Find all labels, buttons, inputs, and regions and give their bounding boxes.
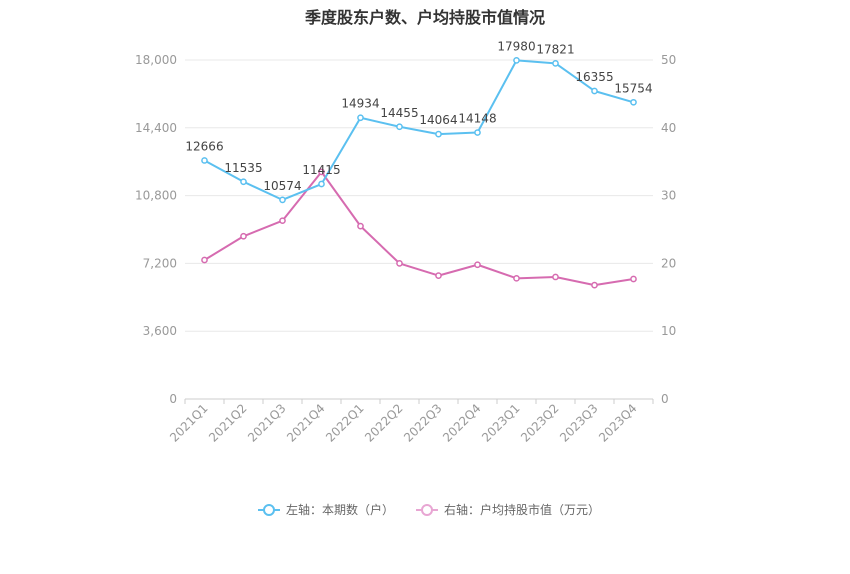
x-tick-label: 2022Q2 (362, 401, 406, 445)
data-label: 16355 (575, 70, 613, 84)
data-point[interactable] (630, 98, 637, 106)
data-label: 17821 (536, 42, 574, 56)
data-label: 15754 (614, 81, 652, 95)
data-point[interactable] (201, 256, 208, 264)
data-point[interactable] (435, 130, 442, 138)
data-point[interactable] (474, 129, 481, 136)
data-point[interactable] (396, 260, 403, 267)
y-right-tick-label: 50 (661, 53, 676, 67)
data-label: 14148 (458, 112, 496, 126)
data-point[interactable] (630, 275, 637, 283)
data-point[interactable] (279, 217, 286, 225)
data-point[interactable] (591, 281, 598, 289)
data-point[interactable] (435, 272, 442, 279)
data-point[interactable] (513, 274, 520, 282)
x-tick-label: 2023Q2 (518, 401, 562, 445)
data-point[interactable] (552, 273, 559, 281)
data-label: 14455 (380, 106, 418, 120)
x-tick-label: 2023Q3 (557, 401, 601, 445)
y-right-tick-label: 0 (661, 392, 669, 406)
legend-swatch-marker[interactable] (263, 504, 275, 516)
data-point[interactable] (318, 180, 325, 188)
x-tick-label: 2022Q4 (440, 401, 484, 445)
y-left-tick-label: 0 (169, 392, 177, 406)
data-label: 14934 (341, 97, 379, 111)
data-label: 14064 (419, 113, 457, 127)
data-point[interactable] (279, 196, 286, 204)
x-tick-label: 2022Q1 (323, 401, 367, 445)
y-left-tick-label: 10,800 (135, 189, 177, 203)
data-label: 10574 (263, 179, 301, 193)
data-label: 11535 (224, 161, 262, 175)
data-label: 12666 (185, 139, 223, 153)
x-tick-label: 2023Q4 (596, 401, 640, 445)
series-line (204, 59, 634, 201)
x-tick-label: 2023Q1 (479, 401, 523, 445)
y-left-tick-label: 18,000 (135, 53, 177, 67)
y-right-tick-label: 20 (661, 256, 676, 270)
x-tick-label: 2021Q4 (284, 401, 328, 445)
y-left-tick-label: 3,600 (143, 324, 177, 338)
data-point[interactable] (591, 87, 598, 95)
series-line (203, 170, 634, 287)
legend-swatch-marker[interactable] (421, 504, 433, 516)
y-left-tick-label: 14,400 (135, 121, 177, 135)
data-point[interactable] (240, 178, 247, 186)
x-tick-label: 2021Q1 (167, 401, 211, 445)
data-point[interactable] (357, 114, 364, 122)
x-tick-label: 2022Q3 (401, 401, 445, 445)
x-tick-label: 2021Q3 (245, 401, 289, 445)
data-point[interactable] (357, 222, 364, 230)
legend-label[interactable]: 右轴：户均持股市值（万元） (444, 502, 600, 517)
data-point[interactable] (318, 168, 325, 176)
x-tick-label: 2021Q2 (206, 401, 250, 445)
data-point[interactable] (552, 60, 559, 67)
y-left-tick-label: 7,200 (143, 256, 177, 270)
data-point[interactable] (240, 232, 247, 240)
chart-title: 季度股东户数、户均持股市值情况 (304, 8, 545, 27)
data-label: 17980 (497, 39, 535, 53)
y-right-tick-label: 40 (661, 121, 676, 135)
data-point[interactable] (474, 261, 481, 269)
data-point[interactable] (201, 157, 208, 164)
legend-label[interactable]: 左轴：本期数（户） (286, 502, 394, 517)
data-point[interactable] (513, 57, 520, 64)
data-point[interactable] (396, 123, 403, 131)
data-label: 11415 (302, 163, 340, 177)
y-right-tick-label: 10 (661, 324, 676, 338)
y-right-tick-label: 30 (661, 189, 676, 203)
